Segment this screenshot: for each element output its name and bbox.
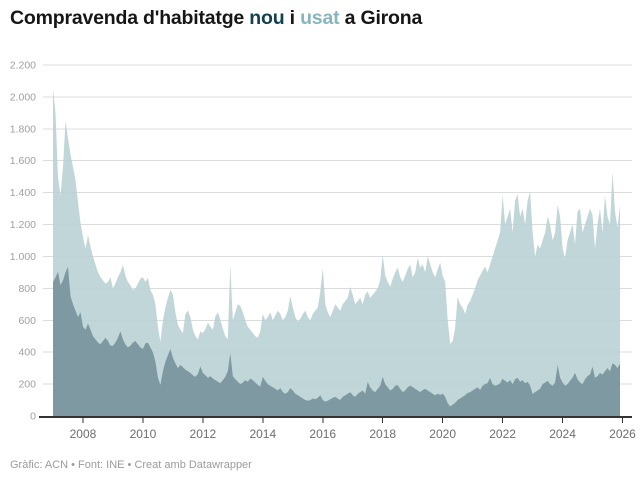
chart-footer: Gràfic: ACN • Font: INE • Creat amb Data… [10, 459, 252, 471]
y-axis-label: 1.400 [10, 187, 36, 199]
nou-area [53, 267, 620, 416]
y-axis-label: 0 [30, 411, 36, 423]
y-axis-label: 1.600 [10, 155, 36, 167]
x-axis-label: 2010 [130, 427, 157, 441]
y-axis-label: 200 [18, 379, 36, 391]
x-axis-label: 2012 [190, 427, 217, 441]
y-axis-label: 2.200 [10, 60, 36, 72]
y-axis-label: 1.200 [10, 219, 36, 231]
x-axis-label: 2022 [489, 427, 516, 441]
title-keyword-usat: usat [300, 7, 340, 29]
y-axis-label: 1.800 [10, 123, 36, 135]
x-axis-label: 2020 [429, 427, 456, 441]
usat-area [53, 88, 620, 417]
x-axis-label: 2008 [70, 427, 97, 441]
y-axis-label: 600 [18, 315, 36, 327]
x-axis-label: 2026 [609, 427, 636, 441]
x-axis-label: 2024 [549, 427, 576, 441]
x-axis-label: 2014 [249, 427, 276, 441]
title-suffix: a Girona [339, 7, 423, 29]
x-axis-label: 2018 [369, 427, 396, 441]
y-axis-label: 1.000 [10, 251, 36, 263]
x-axis-label: 2016 [309, 427, 336, 441]
y-axis-label: 2.000 [10, 91, 36, 103]
chart-title: Compravenda d'habitatge nou i usat a Gir… [10, 5, 422, 31]
title-prefix: Compravenda d'habitatge [10, 7, 250, 29]
y-axis-label: 400 [18, 347, 36, 359]
title-keyword-nou: nou [249, 7, 285, 29]
title-mid: i [284, 7, 301, 29]
y-axis-label: 800 [18, 283, 36, 295]
